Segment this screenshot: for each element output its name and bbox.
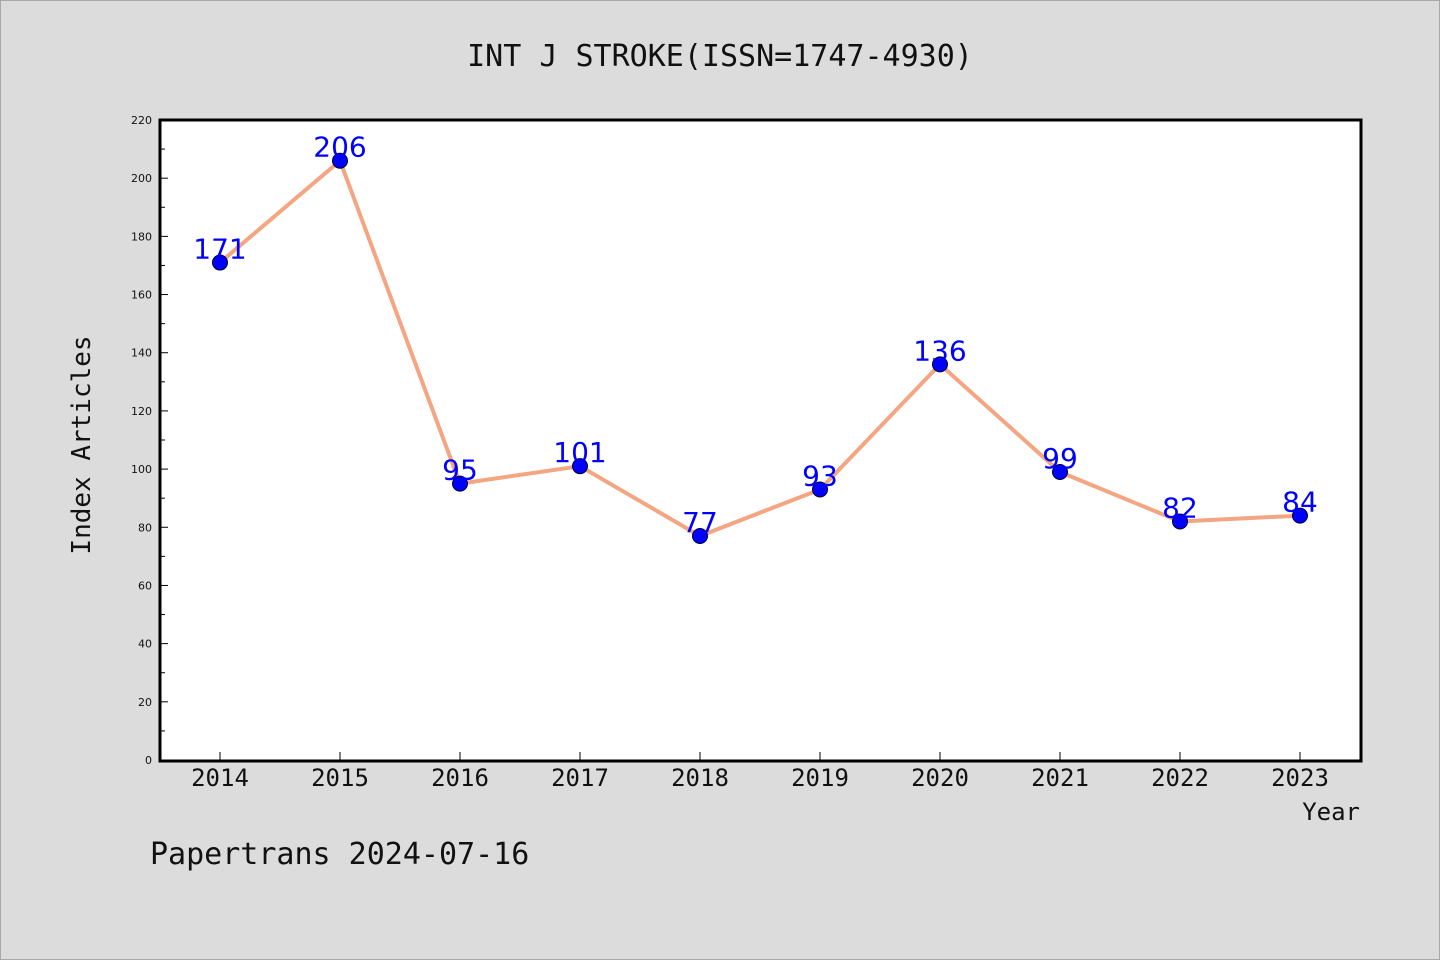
x-tick-label: 2023 xyxy=(1271,764,1329,792)
y-tick-label: 60 xyxy=(138,579,152,592)
y-tick-label: 220 xyxy=(131,114,152,127)
y-tick-label: 0 xyxy=(145,754,152,767)
data-label: 77 xyxy=(682,506,718,539)
y-tick-label: 20 xyxy=(138,696,152,709)
data-point-marker xyxy=(1052,464,1068,480)
x-tick-label: 2022 xyxy=(1151,764,1209,792)
y-tick-label: 100 xyxy=(131,463,152,476)
data-point-marker xyxy=(1292,507,1308,524)
series-line xyxy=(218,158,1301,538)
y-tick-label: 140 xyxy=(131,347,152,360)
x-tick-label: 2020 xyxy=(911,764,969,792)
y-tick-label: 200 xyxy=(131,172,152,185)
x-tick-label: 2017 xyxy=(551,764,609,792)
y-tick-label: 180 xyxy=(131,230,152,243)
data-point-marker xyxy=(212,254,228,271)
x-tick-label: 2014 xyxy=(191,764,249,792)
plot-area xyxy=(158,118,1363,763)
data-point-marker xyxy=(692,528,708,544)
y-tick-label: 40 xyxy=(138,638,152,651)
y-axis-ticks: 0 20 40 60 80 100 120 140 160 180 200 220 xyxy=(131,114,168,767)
chart-title: INT J STROKE(ISSN=1747-4930) xyxy=(467,39,973,74)
data-label: 136 xyxy=(913,334,966,367)
data-label: 101 xyxy=(553,436,606,469)
data-label: 171 xyxy=(193,233,246,266)
x-tick-label: 2016 xyxy=(431,764,489,792)
x-tick-label: 2015 xyxy=(311,764,369,792)
data-point-marker xyxy=(452,475,468,492)
x-axis-label: Year xyxy=(1302,798,1360,826)
x-tick-label: 2019 xyxy=(791,764,849,792)
data-point-marker xyxy=(812,481,828,498)
footer-text: Papertrans 2024-07-16 xyxy=(150,837,529,872)
data-point-marker xyxy=(1172,513,1188,530)
y-tick-label: 120 xyxy=(131,405,152,418)
data-label: 82 xyxy=(1162,491,1198,524)
data-label: 206 xyxy=(313,131,366,164)
data-label: 84 xyxy=(1282,486,1318,519)
data-point-marker xyxy=(572,458,588,475)
x-tick-label: 2018 xyxy=(671,764,729,792)
y-tick-label: 80 xyxy=(138,521,152,534)
x-axis-ticks: 2014 2015 2016 2017 2018 2019 2020 2021 2022 2023 xyxy=(191,752,1329,792)
data-label: 93 xyxy=(802,459,838,492)
data-point-marker xyxy=(332,152,348,169)
data-label: 99 xyxy=(1042,442,1078,475)
x-tick-label: 2021 xyxy=(1031,764,1089,792)
y-axis-label: Index Articles xyxy=(67,335,97,554)
data-label: 95 xyxy=(442,454,478,487)
data-point-marker xyxy=(932,356,948,373)
y-tick-label: 160 xyxy=(131,289,152,302)
series-group: 171 206 95 101 77 93 136 99 82 84 xyxy=(193,131,1318,544)
